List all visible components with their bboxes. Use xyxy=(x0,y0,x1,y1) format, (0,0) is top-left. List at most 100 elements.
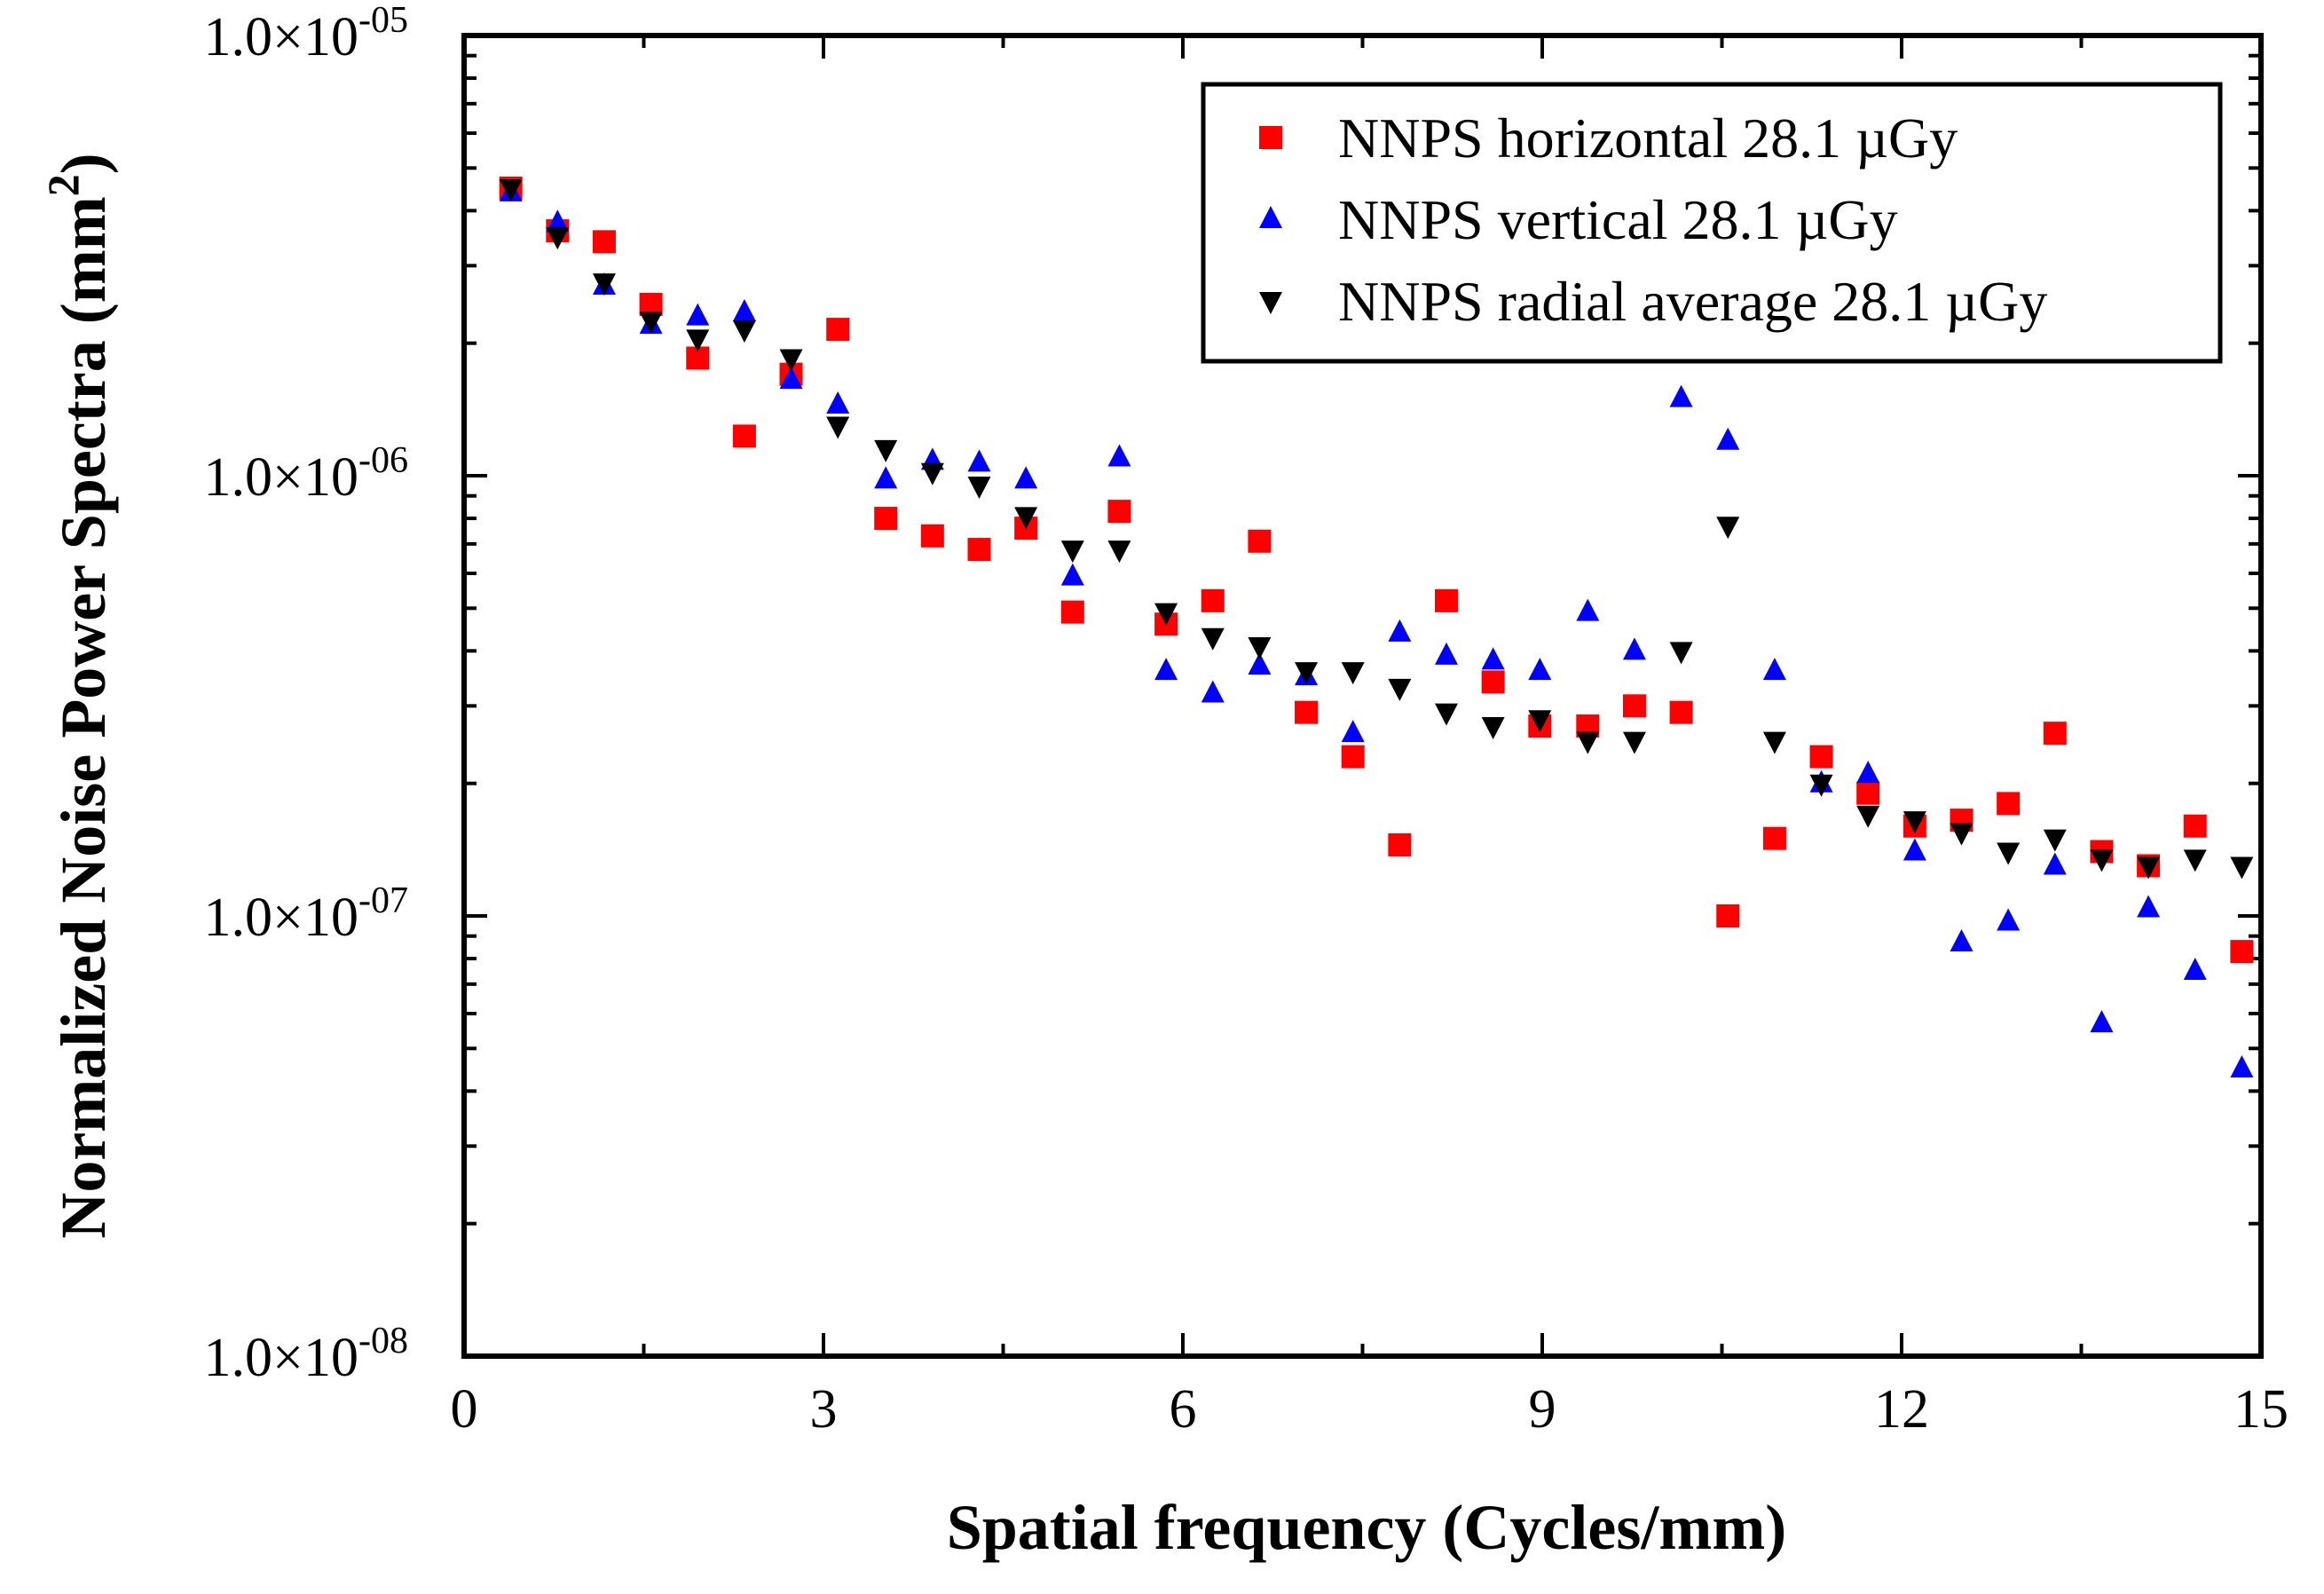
legend: NNPS horizontal 28.1 µGy NNPS vertical 28… xyxy=(1201,82,2223,364)
data-point-triangle-down xyxy=(1014,507,1038,530)
data-point-triangle-down xyxy=(546,227,570,250)
data-point-triangle-up xyxy=(1997,908,2021,931)
data-point-triangle-up xyxy=(826,391,850,414)
plot-frame xyxy=(461,33,2264,1359)
x-tick-label: 0 xyxy=(451,1379,478,1440)
data-point-square xyxy=(1248,529,1272,553)
data-point-square xyxy=(874,507,898,531)
data-point-triangle-down xyxy=(779,349,803,372)
data-point-square xyxy=(1762,826,1786,850)
data-point-square xyxy=(1809,745,1833,769)
data-point-triangle-down xyxy=(592,273,616,296)
y-tick-label: 1.0×10-05 xyxy=(204,0,408,67)
series-triangle-down xyxy=(499,179,2254,880)
data-point-square xyxy=(967,538,991,562)
data-point-triangle-up xyxy=(1154,658,1178,681)
legend-label: NNPS horizontal 28.1 µGy xyxy=(1338,107,1958,170)
data-point-triangle-down xyxy=(639,312,663,335)
data-point-triangle-up xyxy=(1528,658,1552,681)
data-point-square xyxy=(2230,940,2254,964)
data-point-triangle-down xyxy=(686,329,710,352)
data-point-triangle-up xyxy=(546,209,570,233)
data-point-triangle-down xyxy=(499,179,523,202)
data-point-triangle-down xyxy=(2230,856,2254,880)
data-point-triangle-up xyxy=(732,298,756,321)
x-tick-label: 3 xyxy=(810,1379,838,1440)
data-point-triangle-down xyxy=(2090,849,2114,872)
data-point-square xyxy=(592,230,616,254)
legend-box xyxy=(1201,82,2223,364)
data-point-triangle-down xyxy=(826,416,850,439)
data-point-triangle-down xyxy=(967,477,991,500)
data-point-triangle-down xyxy=(1107,541,1131,564)
data-point-triangle-up xyxy=(2183,957,2207,980)
data-point-triangle-down xyxy=(1716,517,1740,540)
legend-marker-triangle-up xyxy=(1259,206,1282,228)
data-point-triangle-up xyxy=(1716,427,1740,450)
data-point-square xyxy=(1481,670,1505,694)
data-point-square xyxy=(1341,745,1365,769)
x-axis-title: Spatial frequency (Cycles/mm) xyxy=(947,1492,1787,1563)
data-point-triangle-down xyxy=(1762,731,1786,754)
data-point-triangle-up xyxy=(967,449,991,472)
data-point-triangle-down xyxy=(2137,856,2161,880)
data-point-triangle-down xyxy=(920,462,944,485)
legend-label: NNPS vertical 28.1 µGy xyxy=(1338,188,1898,251)
legend-label: NNPS radial average 28.1 µGy xyxy=(1338,270,2047,333)
data-point-square xyxy=(2183,814,2207,838)
data-point-triangle-down xyxy=(1154,603,1178,626)
data-point-square xyxy=(1295,700,1319,724)
data-point-square xyxy=(1997,792,2021,816)
data-point-square xyxy=(2043,722,2067,746)
data-point-triangle-up xyxy=(1762,658,1786,681)
data-point-triangle-up xyxy=(1388,619,1412,642)
data-point-square xyxy=(1435,588,1458,612)
data-point-triangle-up xyxy=(1341,720,1365,743)
data-point-triangle-down xyxy=(1435,703,1458,726)
data-point-triangle-down xyxy=(1388,678,1412,701)
data-point-triangle-up xyxy=(1107,444,1131,467)
data-point-triangle-up xyxy=(1201,680,1225,703)
data-point-triangle-up xyxy=(1856,761,1880,784)
y-tick-label: 1.0×10-08 xyxy=(204,1321,408,1388)
data-point-triangle-up xyxy=(2090,1010,2114,1033)
data-point-triangle-up xyxy=(2137,895,2161,918)
data-point-triangle-down xyxy=(1622,731,1646,754)
x-axis-ticks: 0 3 6 9 12 15 xyxy=(451,36,2289,1440)
data-point-triangle-down xyxy=(1295,662,1319,685)
y-axis-title: Normalized Noise Power Spectra (mm2) xyxy=(38,153,119,1238)
data-point-triangle-down xyxy=(1856,805,1880,828)
data-point-triangle-down xyxy=(732,320,756,343)
data-point-triangle-down xyxy=(1060,541,1084,564)
data-point-triangle-down xyxy=(1248,637,1272,660)
x-tick-label: 12 xyxy=(1874,1379,1929,1440)
data-point-square xyxy=(920,524,944,548)
data-point-square xyxy=(1622,694,1646,718)
data-point-triangle-down xyxy=(1669,642,1693,665)
x-tick-label: 15 xyxy=(2233,1379,2289,1440)
data-point-triangle-down xyxy=(1341,662,1365,685)
x-tick-label: 6 xyxy=(1170,1379,1197,1440)
x-tick-label: 9 xyxy=(1529,1379,1556,1440)
data-point-square xyxy=(1060,600,1084,624)
data-point-triangle-down xyxy=(1809,774,1833,797)
data-point-triangle-down xyxy=(1903,811,1926,834)
legend-marker-triangle-down xyxy=(1259,292,1282,314)
data-point-triangle-up xyxy=(1060,563,1084,586)
data-point-square xyxy=(1716,904,1740,927)
data-point-triangle-up xyxy=(779,367,803,390)
data-point-triangle-up xyxy=(2043,852,2067,875)
data-point-triangle-up xyxy=(1622,637,1646,660)
data-point-triangle-down xyxy=(1950,823,1973,846)
data-point-triangle-down xyxy=(2043,829,2067,852)
data-point-triangle-up xyxy=(1903,838,1926,861)
data-point-square xyxy=(1388,833,1412,856)
data-point-triangle-up xyxy=(2230,1055,2254,1078)
data-point-triangle-down xyxy=(1481,717,1505,740)
data-point-square xyxy=(826,318,850,342)
data-point-triangle-down xyxy=(2183,849,2207,872)
y-tick-label: 1.0×10-06 xyxy=(204,440,408,508)
data-point-triangle-up xyxy=(874,466,898,489)
data-point-square xyxy=(1107,500,1131,524)
data-point-triangle-up xyxy=(1576,598,1600,621)
